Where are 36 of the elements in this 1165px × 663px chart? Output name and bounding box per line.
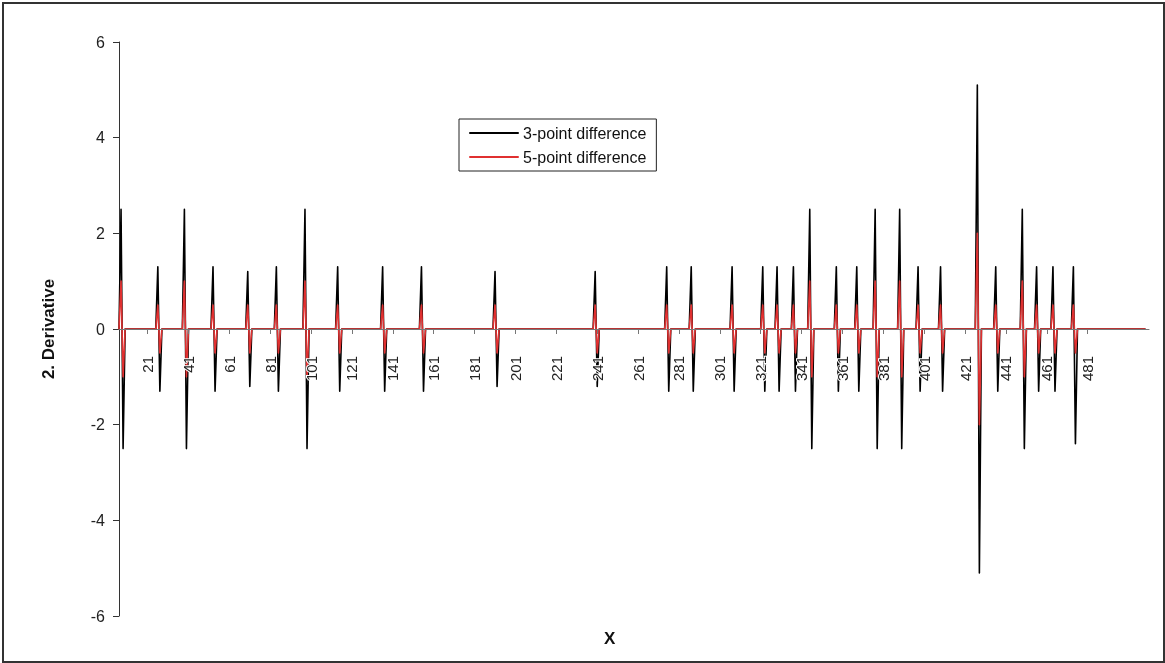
x-tick-label: 421: [956, 356, 974, 382]
y-tick-label: 6: [96, 33, 106, 51]
y-tick-label: -2: [90, 416, 106, 434]
legend-label: 3-point difference: [523, 124, 647, 142]
x-tick-label: 81: [261, 356, 279, 373]
x-tick-label: 201: [506, 356, 524, 382]
y-tick-label: 4: [96, 129, 106, 147]
x-tick-label: 381: [874, 356, 892, 382]
x-tick-label: 321: [752, 356, 770, 382]
x-axis-title: X: [604, 629, 616, 648]
x-tick-label: 61: [220, 356, 238, 373]
y-axis-title: 2. Derivative: [39, 278, 58, 380]
x-tick-label: 21: [139, 356, 157, 373]
x-tick-label: 341: [793, 356, 811, 382]
x-tick-label: 361: [833, 356, 851, 382]
x-tick-label: 481: [1079, 356, 1097, 382]
x-tick-label: 461: [1038, 356, 1056, 382]
x-tick-label: 121: [343, 356, 361, 382]
x-tick-label: 241: [588, 356, 606, 382]
x-tick-label: 261: [629, 356, 647, 382]
x-tick-label: 41: [179, 356, 197, 373]
line-series: [118, 232, 1146, 426]
y-tick-label: -4: [90, 511, 106, 529]
legend-label: 5-point difference: [523, 148, 647, 166]
x-tick-label: 441: [997, 356, 1015, 382]
x-tick-label: 101: [302, 356, 320, 382]
x-tick-label: 301: [711, 356, 729, 382]
x-tick-label: 181: [466, 356, 484, 382]
y-tick-label: 2: [96, 224, 106, 242]
x-tick-label: 401: [915, 356, 933, 382]
x-tick-label: 141: [384, 356, 402, 382]
y-tick-label: 0: [96, 320, 106, 338]
y-tick-label: -6: [90, 607, 106, 625]
x-tick-label: 161: [425, 356, 443, 382]
x-tick-label: 221: [547, 356, 565, 382]
x-tick-label: 281: [670, 356, 688, 382]
